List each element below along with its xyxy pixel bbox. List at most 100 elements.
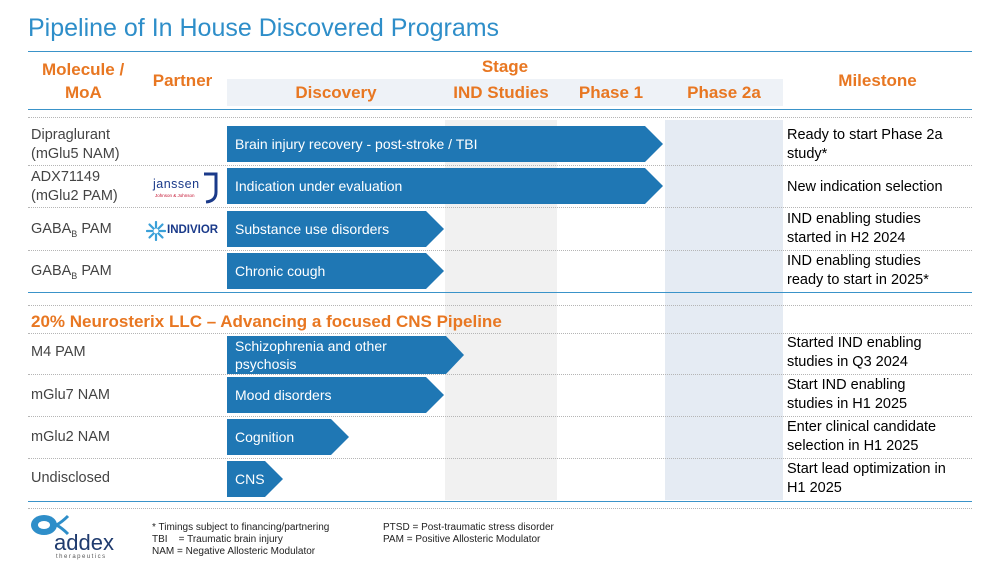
molecule-name: ADX71149 <box>31 169 101 185</box>
row-divider <box>28 458 972 459</box>
program-label-line: Schizophrenia and other <box>235 338 387 354</box>
milestone-line: Start IND enabling <box>787 377 906 393</box>
molecule-mglu2-nam: mGlu2 NAM <box>31 429 110 445</box>
program-bar-substance-use: Substance use disorders <box>227 211 444 247</box>
row-divider <box>28 305 972 306</box>
janssen-logo: janssen Johnson & Johnson <box>152 170 222 206</box>
row-divider <box>28 416 972 417</box>
program-label: Indication under evaluation <box>235 178 403 194</box>
row-divider <box>28 117 972 118</box>
milestone-gabab-2: IND enabling studies ready to start in 2… <box>787 252 929 290</box>
program-bar-chronic-cough: Chronic cough <box>227 253 444 289</box>
molecule-gabab-pam-1: GABAB PAM <box>31 220 112 244</box>
molecule-name: GABA <box>31 221 72 237</box>
milestone-adx71149: New indication selection <box>787 178 943 197</box>
milestone-line: Enter clinical candidate <box>787 419 937 435</box>
stage-header-band <box>227 79 783 106</box>
footnote-pam: PAM = Positive Allosteric Modulator <box>383 534 541 545</box>
program-label: Substance use disorders <box>235 221 390 237</box>
molecule-moa: PAM <box>77 221 112 237</box>
header-molecule-line2: MoA <box>65 83 102 102</box>
milestone-line: IND enabling studies <box>787 253 921 269</box>
header-rule <box>28 109 972 110</box>
milestone-line: studies in Q3 2024 <box>787 354 908 370</box>
milestone-line: ready to start in 2025* <box>787 272 929 288</box>
footnote-nam: NAM = Negative Allosteric Modulator <box>152 546 316 557</box>
indivior-logo-text: INDIVIOR <box>167 224 219 236</box>
molecule-m4-pam: M4 PAM <box>31 344 86 360</box>
program-label: CNS <box>235 471 265 487</box>
janssen-logo-text: janssen <box>153 177 200 191</box>
milestone-dipraglurant: Ready to start Phase 2a study* <box>787 126 943 164</box>
header-discovery: Discovery <box>295 83 377 102</box>
program-bar-schizophrenia: Schizophrenia and other psychosis <box>227 336 464 374</box>
footer-rule <box>28 508 972 509</box>
milestone-line: Ready to start Phase 2a <box>787 127 943 143</box>
milestone-m4-pam: Started IND enabling studies in Q3 2024 <box>787 334 922 372</box>
program-label: Mood disorders <box>235 387 332 403</box>
indivior-logo: INDIVIOR <box>146 220 222 242</box>
molecule-moa: (mGlu5 NAM) <box>31 146 120 162</box>
header-partner: Partner <box>152 71 213 90</box>
program-bar-cognition: Cognition <box>227 419 349 455</box>
molecule-moa: (mGlu2 PAM) <box>31 188 118 204</box>
program-bar-mood-disorders: Mood disorders <box>227 377 444 413</box>
header-milestone: Milestone <box>838 71 917 90</box>
milestone-line: IND enabling studies <box>787 211 921 227</box>
row-divider <box>28 165 972 166</box>
program-label: Schizophrenia and other psychosis <box>235 337 387 373</box>
header-stage: Stage <box>481 57 529 76</box>
phase2a-column-shade <box>665 120 783 500</box>
milestone-line: study* <box>787 146 828 162</box>
program-label: Chronic cough <box>235 263 326 279</box>
addex-logo-icon <box>31 514 70 536</box>
footnote-timings: * Timings subject to financing/partnerin… <box>152 522 330 533</box>
molecule-name: Dipraglurant <box>31 127 110 143</box>
indivior-star-icon <box>146 221 166 241</box>
program-bar-brain-injury: Brain injury recovery - post-stroke / TB… <box>227 126 663 162</box>
title-rule <box>28 51 972 52</box>
molecule-undisclosed: Undisclosed <box>31 470 110 486</box>
milestone-line: selection in H1 2025 <box>787 438 919 454</box>
program-label: Brain injury recovery - post-stroke / TB… <box>235 136 478 152</box>
milestone-mglu7-nam: Start IND enabling studies in H1 2025 <box>787 376 907 414</box>
header-phase2a: Phase 2a <box>687 83 761 102</box>
row-divider <box>28 250 972 251</box>
molecule-name: GABA <box>31 263 72 279</box>
addex-logo-tagline: therapeutics <box>56 554 107 560</box>
janssen-swoosh-icon <box>204 172 218 204</box>
row-divider <box>28 333 972 334</box>
milestone-line: Start lead optimization in <box>787 461 946 477</box>
addex-logo-text: addex <box>54 530 114 555</box>
program-bar-indication-evaluation: Indication under evaluation <box>227 168 663 204</box>
program-label: Cognition <box>235 429 295 445</box>
milestone-undisclosed: Start lead optimization in H1 2025 <box>787 460 946 498</box>
molecule-dipraglurant: Dipraglurant (mGlu5 NAM) <box>31 126 120 164</box>
program-bar-cns: CNS <box>227 461 283 497</box>
header-molecule-line1: Molecule / <box>42 60 125 79</box>
milestone-mglu2-nam: Enter clinical candidate selection in H1… <box>787 418 936 456</box>
header-molecule: Molecule / MoA <box>30 58 170 104</box>
milestone-gabab-1: IND enabling studies started in H2 2024 <box>787 210 921 248</box>
milestone-line: Started IND enabling <box>787 335 922 351</box>
page-title: Pipeline of In House Discovered Programs <box>28 14 500 42</box>
molecule-gabab-pam-2: GABAB PAM <box>31 262 112 286</box>
footnote-ptsd: PTSD = Post-traumatic stress disorder <box>383 522 554 533</box>
footnote-tbi: TBI = Traumatic brain injury <box>152 534 283 545</box>
header-ind-studies: IND Studies <box>453 83 549 102</box>
milestone-line: H1 2025 <box>787 480 842 496</box>
janssen-logo-subtext: Johnson & Johnson <box>155 193 195 198</box>
section-title-neurosterix: 20% Neurosterix LLC – Advancing a focuse… <box>31 312 502 331</box>
section-rule <box>28 292 972 293</box>
addex-logo: addex therapeutics <box>28 512 128 560</box>
milestone-line: New indication selection <box>787 179 943 195</box>
table-bottom-rule <box>28 501 972 502</box>
program-label-line: psychosis <box>235 356 297 372</box>
molecule-subscript: B <box>71 270 78 281</box>
milestone-line: started in H2 2024 <box>787 230 906 246</box>
row-divider <box>28 374 972 375</box>
header-phase1: Phase 1 <box>578 83 644 102</box>
molecule-subscript: B <box>71 228 78 239</box>
milestone-line: studies in H1 2025 <box>787 396 908 412</box>
molecule-moa: PAM <box>77 263 112 279</box>
